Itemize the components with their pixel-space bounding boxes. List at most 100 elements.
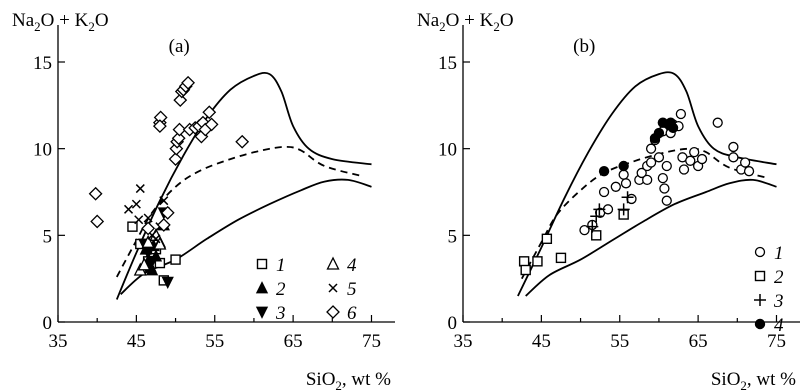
data-point-series-1 [127, 221, 138, 232]
solid-boundary-curve [517, 71, 777, 297]
data-point-series-2 [532, 256, 543, 267]
y-tick-label: 10 [438, 140, 457, 161]
solid-boundary-curve [115, 71, 372, 300]
x-tick-label: 75 [362, 331, 381, 352]
legend-marker-series-2 [754, 270, 766, 282]
data-point-series-6 [204, 117, 219, 132]
legend-label-series-1: 1 [774, 243, 784, 264]
data-point-series-1 [689, 146, 700, 158]
legend-label-series-3: 3 [275, 303, 286, 324]
data-point-series-1 [661, 195, 672, 206]
y-axis-label: Na2O + K2O [12, 10, 109, 34]
data-point-series-1 [618, 169, 629, 180]
legend-marker-series-6 [326, 305, 340, 319]
legend-marker-series-5 [328, 283, 338, 293]
panel-label: (b) [573, 36, 595, 57]
data-point-series-5 [135, 184, 145, 194]
data-point-series-1 [598, 186, 610, 198]
data-point-series-6 [160, 205, 175, 220]
data-point-series-6 [141, 221, 156, 236]
data-point-series-4 [153, 236, 167, 250]
y-tick-label: 15 [438, 53, 457, 74]
legend-label-series-3: 3 [773, 291, 784, 312]
legend-label-series-4: 4 [347, 255, 357, 276]
dashed-boundary-curve [521, 147, 769, 280]
legend-marker-series-4 [326, 256, 340, 270]
data-point-series-5 [124, 204, 134, 214]
data-point-series-5 [134, 215, 144, 225]
data-point-series-6 [88, 186, 103, 201]
x-tick-label: 35 [454, 331, 473, 352]
legend-marker-series-2 [255, 281, 269, 294]
legend-label-series-4: 4 [774, 315, 784, 336]
data-point-series-5 [143, 213, 153, 223]
x-tick-label: 45 [532, 331, 551, 352]
legend-label-series-2: 2 [774, 267, 784, 288]
x-tick-label: 55 [205, 331, 224, 352]
data-point-series-1 [685, 155, 696, 166]
data-point-series-3 [617, 203, 630, 216]
legend-marker-series-1 [754, 246, 766, 258]
y-tick-label: 0 [43, 313, 53, 334]
data-point-series-6 [202, 105, 217, 120]
data-point-series-1 [728, 152, 739, 163]
x-tick-label: 65 [689, 331, 708, 352]
data-point-series-6 [173, 93, 188, 108]
x-axis-label: SiO2, wt % [711, 369, 796, 390]
data-point-series-1 [661, 160, 672, 172]
legend-marker-series-3 [255, 306, 269, 319]
panel-b: 35 45 55 65 75 0 5 10 15 Na2O + K2O SiO2, wt % (b) 1… [417, 10, 800, 390]
data-point-series-3 [590, 210, 603, 223]
data-point-series-1 [579, 224, 590, 236]
data-point-series-2 [541, 233, 553, 245]
panel-label: (a) [169, 36, 190, 57]
data-point-series-3 [161, 276, 174, 290]
x-tick-label: 35 [49, 331, 68, 352]
data-point-series-4 [618, 160, 629, 172]
x-tick-label: 55 [610, 331, 629, 352]
data-point-series-4 [665, 117, 676, 128]
data-point-series-1 [739, 157, 751, 168]
data-point-series-1 [645, 143, 657, 154]
data-point-series-6 [156, 218, 171, 232]
x-tick-label: 45 [127, 331, 146, 352]
data-point-series-6 [181, 75, 196, 90]
legend-label-series-2: 2 [276, 279, 286, 300]
data-point-series-5 [151, 234, 161, 244]
data-point-series-2 [520, 264, 531, 276]
data-point-series-2 [591, 230, 602, 241]
dashed-boundary-curve [116, 145, 364, 278]
data-point-series-6 [172, 122, 187, 137]
data-point-series-6 [90, 214, 105, 229]
data-point-series-6 [168, 152, 183, 166]
data-point-series-1 [645, 157, 657, 168]
data-point-series-1 [712, 117, 723, 128]
legend-label-series-1: 1 [276, 255, 286, 276]
data-point-series-4 [137, 257, 151, 271]
legend-label-series-5: 5 [347, 279, 357, 300]
x-tick-label: 75 [767, 331, 786, 352]
data-point-series-1 [657, 172, 668, 184]
data-point-series-3 [593, 203, 606, 216]
data-point-series-1 [675, 108, 687, 120]
data-point-series-1 [653, 152, 665, 163]
x-axis-label: SiO2, wt % [306, 369, 391, 390]
data-point-series-6 [171, 131, 186, 146]
data-point-series-1 [620, 178, 632, 189]
x-tick-label: 65 [284, 331, 303, 352]
data-point-series-1 [659, 183, 670, 194]
data-point-series-3 [621, 191, 634, 204]
data-point-series-2 [518, 256, 530, 267]
data-point-series-6 [152, 119, 167, 134]
y-tick-label: 10 [33, 140, 52, 161]
data-point-series-6 [235, 134, 250, 149]
data-point-series-1 [170, 254, 181, 265]
y-tick-label: 5 [43, 226, 53, 247]
y-tick-label: 5 [448, 226, 458, 247]
y-axis-label: Na2O + K2O [417, 10, 514, 34]
legend-marker-series-1 [256, 258, 268, 270]
legend-marker-series-4 [754, 318, 766, 330]
solid-boundary-curve [525, 178, 777, 297]
